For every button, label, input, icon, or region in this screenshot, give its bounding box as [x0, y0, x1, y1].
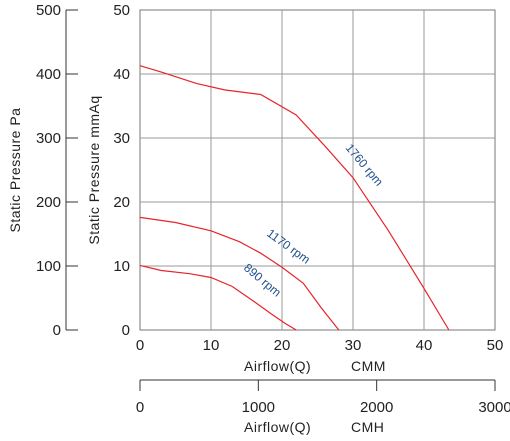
- pa-tick-label: 300: [36, 130, 61, 147]
- mmaq-tick-label: 20: [113, 194, 130, 211]
- cmh-tick-label: 1000: [242, 399, 275, 416]
- pa-tick-label: 100: [36, 258, 61, 275]
- cmm-tick-label: 0: [136, 337, 144, 354]
- curve-line: [139, 65, 450, 331]
- pa-tick-label: 400: [36, 66, 61, 83]
- cmh-tick-label: 2000: [360, 399, 393, 416]
- cmm-unit-label: CMM: [351, 358, 386, 374]
- mmaq-tick-label: 40: [113, 66, 130, 83]
- pa-tick-label: 200: [36, 194, 61, 211]
- cmm-tick-label: 20: [274, 337, 291, 354]
- cmh-tick-label: 3000: [478, 399, 510, 416]
- pa-tick-label: 0: [53, 322, 61, 339]
- cmh-tick-label: 0: [136, 399, 144, 416]
- mmaq-tick-label: 30: [113, 130, 130, 147]
- mmaq-tick-label: 50: [113, 2, 130, 19]
- pa-axis-label: Static Pressure Pa: [7, 108, 23, 233]
- mmaq-tick-label: 0: [122, 322, 130, 339]
- cmm-tick-label: 50: [487, 337, 504, 354]
- pa-axis: 0 100 200 300 400 500: [36, 2, 78, 339]
- cmh-unit-label: CMH: [351, 419, 384, 435]
- pa-tick-label: 500: [36, 2, 61, 19]
- cmm-axis-label: Airflow(Q): [244, 358, 311, 374]
- curve-line: [139, 264, 297, 331]
- cmh-axis: 0 1000 2000 3000: [136, 379, 510, 416]
- cmm-tick-label: 10: [203, 337, 220, 354]
- plot-area-background: [139, 9, 496, 331]
- cmm-tick-label: 30: [345, 337, 362, 354]
- curve-line: [139, 216, 340, 331]
- cmm-tick-labels: 0 10 20 30 40 50: [136, 337, 504, 354]
- cmm-tick-label: 40: [416, 337, 433, 354]
- mmaq-axis-label: Static Pressure mmAq: [86, 95, 102, 244]
- mmaq-tick-labels: 0 10 20 30 40 50: [113, 2, 130, 339]
- performance-curves: [139, 65, 450, 331]
- cmh-axis-label: Airflow(Q): [244, 419, 311, 435]
- mmaq-tick-label: 10: [113, 258, 130, 275]
